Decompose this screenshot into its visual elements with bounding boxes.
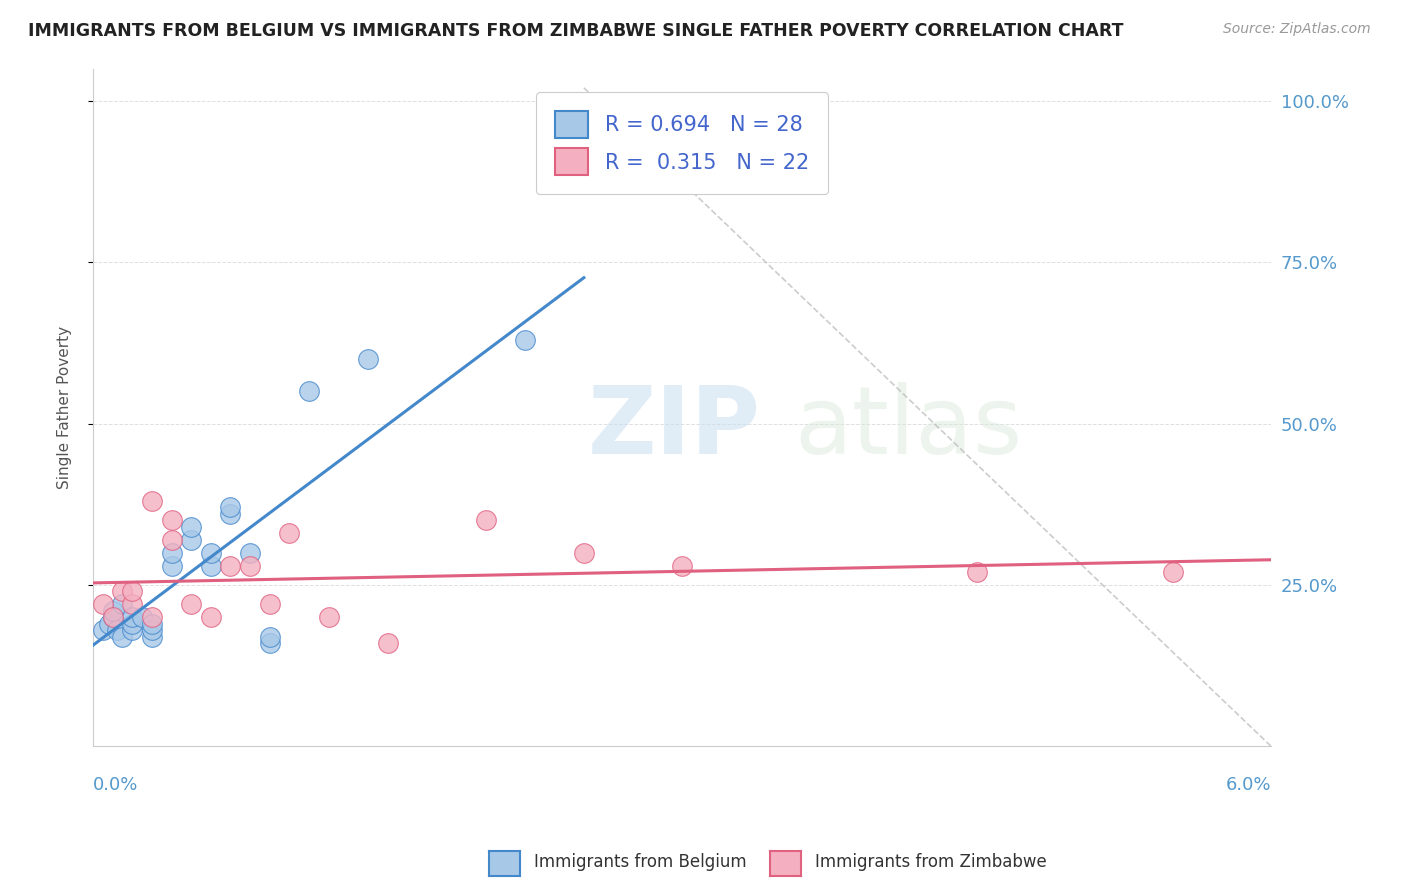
Point [180, 597, 202, 611]
Point [141, 494, 163, 508]
Point [91, 597, 114, 611]
Point [1161, 565, 1184, 579]
Point [239, 558, 262, 573]
Y-axis label: Single Father Poverty: Single Father Poverty [58, 326, 72, 489]
Text: ZIP: ZIP [588, 382, 761, 474]
Point [200, 610, 222, 624]
Point [200, 546, 222, 560]
Point [101, 604, 124, 618]
Point [160, 513, 183, 527]
Point [121, 616, 143, 631]
Text: atlas: atlas [794, 382, 1022, 474]
Point [474, 513, 496, 527]
Text: Immigrants from Zimbabwe: Immigrants from Zimbabwe [815, 853, 1047, 871]
Point [219, 507, 242, 521]
Point [141, 616, 163, 631]
Point [278, 526, 301, 541]
Point [160, 558, 183, 573]
Point [513, 333, 536, 347]
Point [219, 558, 242, 573]
Text: Immigrants from Belgium: Immigrants from Belgium [534, 853, 747, 871]
Legend: R = 0.694   N = 28, R =  0.315   N = 22: R = 0.694 N = 28, R = 0.315 N = 22 [536, 93, 828, 194]
Text: 0.0%: 0.0% [93, 776, 138, 795]
Text: IMMIGRANTS FROM BELGIUM VS IMMIGRANTS FROM ZIMBABWE SINGLE FATHER POVERTY CORREL: IMMIGRANTS FROM BELGIUM VS IMMIGRANTS FR… [28, 22, 1123, 40]
Point [111, 630, 134, 644]
Point [121, 610, 143, 624]
Point [239, 546, 262, 560]
Point [219, 500, 242, 515]
Point [259, 636, 281, 650]
Point [101, 610, 124, 624]
Point [377, 636, 399, 650]
Point [572, 546, 595, 560]
Point [121, 584, 143, 599]
Text: Source: ZipAtlas.com: Source: ZipAtlas.com [1223, 22, 1371, 37]
Point [180, 533, 202, 547]
Point [200, 558, 222, 573]
Point [121, 597, 143, 611]
Text: 6.0%: 6.0% [1226, 776, 1271, 795]
Point [318, 610, 340, 624]
Point [111, 597, 134, 611]
Point [141, 630, 163, 644]
Point [141, 610, 163, 624]
Point [671, 558, 693, 573]
Point [259, 597, 281, 611]
Point [259, 630, 281, 644]
Point [160, 533, 183, 547]
Point [91, 623, 114, 637]
Point [966, 565, 988, 579]
Point [131, 610, 153, 624]
Point [357, 351, 380, 366]
Point [298, 384, 321, 399]
Point [111, 584, 134, 599]
Point [121, 623, 143, 637]
Point [160, 546, 183, 560]
Point [101, 610, 124, 624]
Point [97, 616, 120, 631]
Point [105, 623, 128, 637]
Point [180, 520, 202, 534]
Point [141, 623, 163, 637]
